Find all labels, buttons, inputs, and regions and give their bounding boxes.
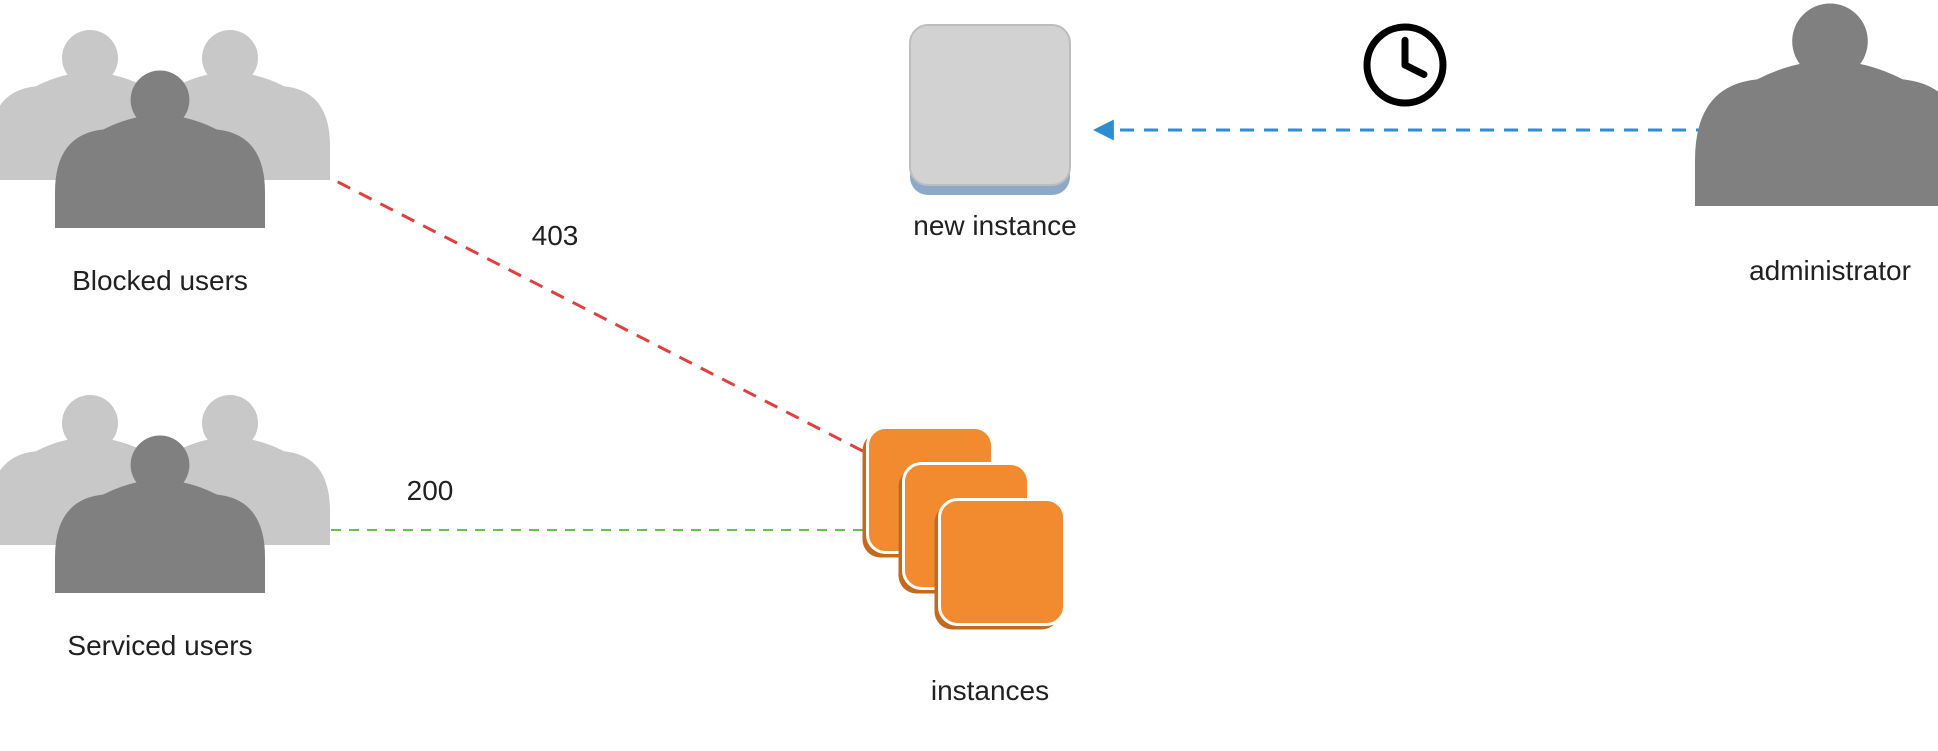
instances-icon xyxy=(863,428,1065,630)
administrator-label: administrator xyxy=(1749,255,1911,286)
serviced-users-label: Serviced users xyxy=(67,630,252,661)
blocked-users-label: Blocked users xyxy=(72,265,248,296)
edge-blocked-403-label: 403 xyxy=(532,220,579,251)
new-instance-body xyxy=(910,25,1070,185)
edge-blocked-403 xyxy=(295,160,890,465)
blocked-users-icon xyxy=(0,30,330,228)
edge-serviced-200-label: 200 xyxy=(407,475,454,506)
instances-label: instances xyxy=(931,675,1049,706)
administrator-icon xyxy=(1695,4,1938,207)
new-instance-label: new instance xyxy=(913,210,1076,241)
new-instance-icon xyxy=(910,25,1070,195)
instance-body-2 xyxy=(940,500,1065,625)
administrator-figure xyxy=(1695,4,1938,207)
serviced-users-icon xyxy=(0,395,330,593)
clock-icon xyxy=(1367,27,1443,103)
